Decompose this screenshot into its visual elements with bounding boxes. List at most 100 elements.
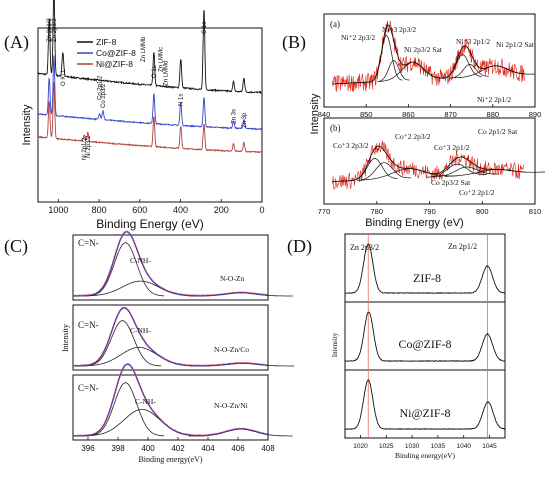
panel-a-peak-label: N 1s	[179, 94, 185, 106]
panel-d-peak-label: Zn 2p1/2	[448, 242, 477, 251]
panelBa-x-tick-label: 840	[318, 110, 331, 119]
panel-c-peak-label: N-O-Zn/Co	[214, 345, 249, 354]
panelBa-x-tick-label: 880	[487, 110, 500, 119]
panelBa-x-tick-label: 850	[360, 110, 373, 119]
panel-a-legend-entry: ZIF-8	[96, 37, 117, 47]
panel-c-fit-component	[86, 382, 165, 437]
panel-d-x-tick-label: 1040	[456, 443, 471, 450]
panel-a-peak-label: Zn LMMb	[141, 36, 147, 62]
panel-b-ni-2p: 840 850 860 870 880 890 (a)Ni⁺2 2p3/2 Ni⁺3 2p3/…	[309, 13, 542, 134]
panelBb-x-tick-label: 810	[529, 207, 542, 216]
panel-a-x-tick-label: 200	[214, 205, 229, 215]
panelBa-fit-envelope	[332, 24, 525, 85]
panel-c-x-tick-label: 402	[171, 444, 185, 453]
panel-a-peak-label: Zn 2p3/2	[52, 18, 58, 42]
panelBa-peak-label: Ni⁺2 2p3/2	[341, 33, 375, 42]
panel-d-x-tick-label: 1045	[482, 443, 497, 450]
panel-a-peak-label: Zn LMMd	[163, 61, 169, 86]
panel-a-series-co-zif-8	[37, 55, 263, 131]
panel-a-series-zif-8	[37, 0, 263, 94]
panel-d-x-tick-label: 1035	[431, 443, 446, 450]
panel-d-spectrum	[344, 311, 506, 363]
panel-label-a: (A)	[4, 32, 29, 53]
panel-a-series-ni-zif-8	[38, 82, 263, 154]
panelBb-x-tick-label: 780	[370, 207, 383, 216]
panel-a-peak-label: Ni 2p1/2	[82, 137, 88, 160]
panelBb-fit-component	[350, 158, 398, 181]
panel-c-x-tick-label: 404	[201, 444, 215, 453]
panel-d-x-axis-title: Binding energy(eV)	[395, 451, 456, 460]
panelBa-peak-label: Ni 2p1/2 Sat	[496, 40, 535, 49]
panelBa-peak-label: Ni⁺3 2p1/2	[456, 37, 490, 46]
panel-a-x-tick-label: 0	[259, 205, 264, 215]
panel-d-zn2p: ZIF-8 Co@ZIF-8 Ni@ZIF-8 Zn 2p3/2 Zn 2p1/2 102…	[331, 233, 506, 460]
panelBb-x-tick-label: 790	[423, 207, 436, 216]
panel-d-sample-label: Ni@ZIF-8	[399, 406, 450, 420]
panel-c-y-axis-title: Intensity	[61, 324, 70, 352]
panel-a-peak-label: Co 2p3/2	[101, 83, 107, 108]
panel-c-peak-label: C-NH-	[130, 256, 151, 265]
panelBb-peak-label: Co 2p1/2 Sat	[478, 127, 518, 136]
panel-c-peak-label: C=N-	[78, 238, 99, 248]
panel-d-x-tick-label: 1025	[379, 443, 394, 450]
panel-a-x-tick-label: 600	[132, 205, 147, 215]
panelBb-raw-data	[332, 140, 525, 190]
panel-a-legend-entry: Co@ZIF-8	[96, 48, 136, 58]
panel-d-sample-label: ZIF-8	[413, 271, 441, 285]
panelBa-sub-label: (a)	[330, 19, 340, 29]
panel-a-peak-label: O 1s	[152, 65, 158, 78]
panel-b-x-axis-title: Binding Energy (eV)	[365, 217, 463, 229]
panel-d-spectrum	[344, 379, 506, 431]
panel-label-d: (D)	[287, 236, 312, 257]
panel-d-x-tick-label: 1030	[405, 443, 420, 450]
panel-c-x-tick-label: 400	[141, 444, 155, 453]
panel-a-x-tick-label: 1000	[48, 205, 68, 215]
panel-b-y-axis-title: Intensity	[309, 93, 321, 134]
panel-c-peak-label: C-NH-	[135, 397, 156, 406]
panel-a-peak-label: Zn 2p1/2	[47, 18, 53, 42]
panel-c-fit-component	[86, 242, 165, 297]
panel-a-peak-label: Co 2p1/2	[98, 75, 104, 100]
panelBb-fit-component	[357, 162, 411, 181]
panelBb-peak-label: Co⁺3 2p1/2	[434, 143, 470, 152]
panel-c-x-tick-label: 408	[261, 444, 275, 453]
panel-a-peak-label: Ni 2p3/2	[86, 135, 92, 158]
panelBb-peak-label: Co⁺2 2p3/2	[395, 132, 431, 141]
panelBb-x-tick-label: 770	[318, 207, 331, 216]
panel-c-frame	[72, 374, 269, 441]
panel-c-frame	[72, 234, 269, 301]
panelBa-peak-label: Ni⁺3 2p3/2	[382, 25, 416, 34]
panel-d-peak-label: Zn 2p3/2	[350, 243, 379, 252]
panelBa-frame	[323, 13, 536, 108]
panelBb-sub-label: (b)	[330, 123, 341, 133]
panel-c-peak-label: C=N-	[78, 383, 99, 393]
panel-c-raw-data	[72, 230, 268, 297]
panel-c-fit-component	[83, 320, 162, 367]
panelBb-peak-label: Co⁺2 2p1/2	[459, 188, 495, 197]
panel-a-peak-label: Zn LMMc	[159, 47, 165, 72]
panelBb-fit-component	[444, 169, 545, 177]
panelBb-fit-envelope	[332, 145, 525, 182]
panel-c-x-tick-label: 396	[81, 444, 95, 453]
panel-d-sample-label: Co@ZIF-8	[398, 337, 451, 351]
panel-c-peak-label: C-NH-	[130, 326, 151, 335]
panel-a-x-tick-label: 800	[92, 205, 107, 215]
panel-a-peak-label: O KLL	[61, 68, 67, 86]
panel-c-fit-envelope	[73, 231, 268, 297]
panelBb-fit-component	[432, 166, 500, 178]
panel-a-y-axis-title: Intensity	[21, 104, 33, 145]
panel-c-frame	[72, 304, 269, 371]
panelBa-raw-data	[332, 20, 525, 93]
panelBa-peak-label: Ni⁺2 2p1/2	[477, 95, 511, 104]
panel-c-fit-envelope	[73, 363, 268, 437]
panelBb-peak-label: Co 2p3/2 Sat	[431, 178, 471, 187]
panel-c-x-axis-title: Binding energy(eV)	[138, 455, 202, 464]
panel-c-x-tick-label: 406	[231, 444, 245, 453]
panelBa-x-tick-label: 890	[529, 110, 542, 119]
panel-d-x-tick-label: 1020	[353, 443, 368, 450]
panelBb-x-tick-label: 800	[476, 207, 489, 216]
panelBa-peak-label: Ni 2p3/2 Sat	[404, 45, 443, 54]
panel-c-peak-label: N-O-Zn/Ni	[214, 401, 248, 410]
panel-d-y-axis-title: Intensity	[331, 332, 339, 357]
